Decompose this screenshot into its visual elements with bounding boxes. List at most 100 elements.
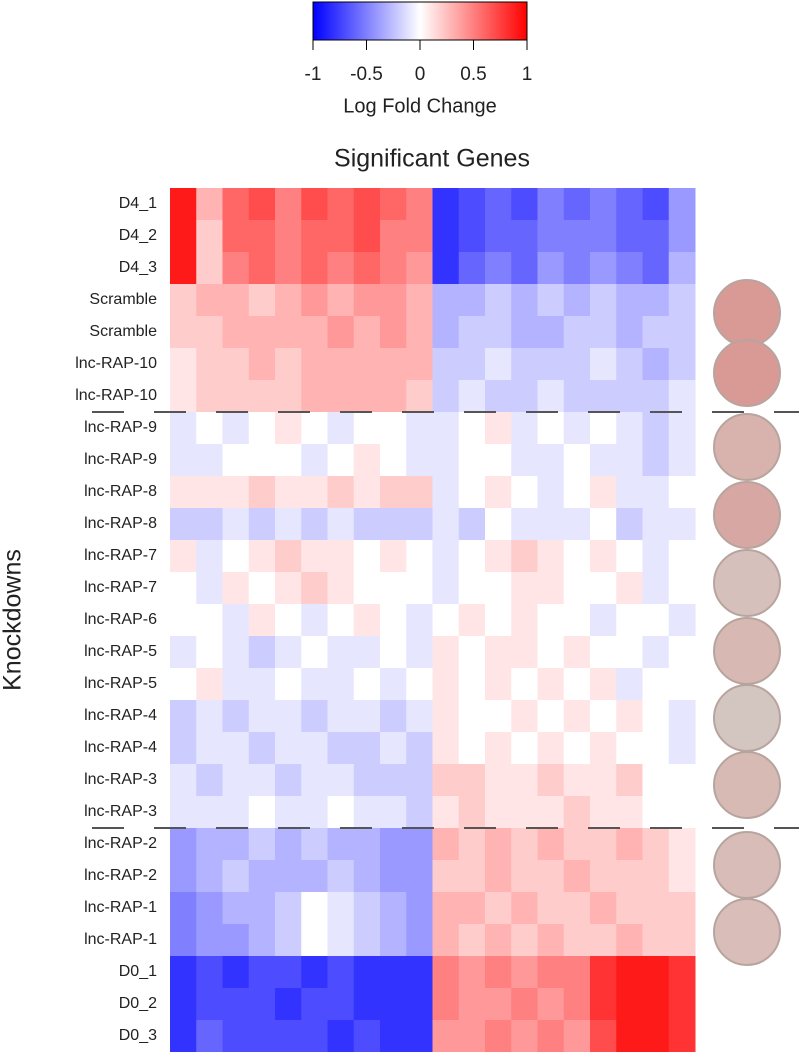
heatmap-cell xyxy=(327,796,355,829)
heatmap-cell xyxy=(275,444,302,477)
heatmap-cell xyxy=(353,604,381,637)
heatmap-cell xyxy=(327,476,355,509)
heatmap-cell xyxy=(196,764,223,797)
heatmap-cell xyxy=(485,732,512,765)
heatmap-cell xyxy=(222,924,250,957)
heatmap-cell xyxy=(642,572,670,605)
heatmap-cell xyxy=(248,700,276,733)
heatmap-cell xyxy=(616,604,643,637)
heatmap-cell xyxy=(563,668,591,701)
heatmap-cell xyxy=(537,1020,565,1052)
heatmap-cell xyxy=(458,476,486,509)
row-label: lnc-RAP-3 xyxy=(84,771,157,788)
heatmap-cell xyxy=(406,476,433,509)
heatmap-cell xyxy=(642,220,670,253)
heatmap-cell xyxy=(563,636,591,669)
heatmap-cell xyxy=(301,988,328,1021)
plate xyxy=(713,413,781,481)
heatmap-cell xyxy=(380,508,407,541)
heatmap-cell xyxy=(642,988,670,1021)
heatmap-cell xyxy=(248,828,276,861)
colorbar xyxy=(312,1,528,41)
heatmap-cell xyxy=(275,252,302,285)
heatmap-cell xyxy=(380,924,407,957)
heatmap-cell xyxy=(668,284,696,317)
heatmap-cell xyxy=(458,220,486,253)
heatmap-cell xyxy=(380,220,407,253)
colorbar-tick-label: 0 xyxy=(415,64,426,85)
heatmap-cell xyxy=(301,956,328,989)
heatmap-cell xyxy=(511,700,538,733)
heatmap-cell xyxy=(537,348,565,381)
heatmap-cell xyxy=(432,924,460,957)
heatmap-cell xyxy=(222,444,250,477)
row-label: lnc-RAP-1 xyxy=(84,931,157,948)
plate xyxy=(713,549,781,617)
heatmap-cell xyxy=(563,316,591,349)
heatmap-cell xyxy=(485,220,512,253)
heatmap-cell xyxy=(406,220,433,253)
heatmap-cell xyxy=(616,860,643,893)
heatmap-cell xyxy=(353,828,381,861)
heatmap-cell xyxy=(353,988,381,1021)
heatmap-cell xyxy=(353,540,381,573)
heatmap-cell xyxy=(511,380,538,413)
heatmap-cell xyxy=(458,444,486,477)
heatmap-cell xyxy=(668,668,696,701)
heatmap-cell xyxy=(301,316,328,349)
heatmap-cell xyxy=(353,700,381,733)
heatmap-cell xyxy=(301,252,328,285)
heatmap-cell xyxy=(301,796,328,829)
heatmap-cell xyxy=(406,796,433,829)
heatmap-cell xyxy=(327,444,355,477)
heatmap-cell xyxy=(275,348,302,381)
row-label: lnc-RAP-10 xyxy=(75,355,157,372)
heatmap-cell xyxy=(327,316,355,349)
heatmap-cell xyxy=(275,188,302,221)
heatmap-cell xyxy=(642,764,670,797)
heatmap-cell xyxy=(380,284,407,317)
heatmap-cell xyxy=(170,412,197,445)
heatmap-cell xyxy=(196,252,223,285)
heatmap-cell xyxy=(327,1020,355,1052)
heatmap-cell xyxy=(485,700,512,733)
heatmap-cell xyxy=(590,604,617,637)
heatmap-cell xyxy=(537,956,565,989)
heatmap-cell xyxy=(668,476,696,509)
heatmap-cell xyxy=(327,860,355,893)
heatmap-cell xyxy=(590,764,617,797)
heatmap-cell xyxy=(511,604,538,637)
heatmap-cell xyxy=(353,860,381,893)
heatmap-cell xyxy=(196,540,223,573)
heatmap-cell xyxy=(432,412,460,445)
heatmap-cell xyxy=(642,604,670,637)
heatmap-cell xyxy=(327,540,355,573)
heatmap-cell xyxy=(485,956,512,989)
heatmap-cell xyxy=(353,348,381,381)
heatmap-cell xyxy=(668,348,696,381)
heatmap-cell xyxy=(563,220,591,253)
heatmap-cell xyxy=(222,508,250,541)
heatmap-cell xyxy=(301,444,328,477)
heatmap-cell xyxy=(616,380,643,413)
heatmap-cell xyxy=(353,188,381,221)
heatmap-cell xyxy=(380,188,407,221)
heatmap-cell xyxy=(668,764,696,797)
heatmap-cell xyxy=(563,380,591,413)
heatmap-cell xyxy=(327,732,355,765)
heatmap-cell xyxy=(511,572,538,605)
heatmap-cell xyxy=(301,380,328,413)
heatmap-cell xyxy=(196,220,223,253)
row-label: lnc-RAP-8 xyxy=(84,515,157,532)
heatmap-cell xyxy=(275,604,302,637)
heatmap-cell xyxy=(563,764,591,797)
heatmap-cell xyxy=(563,828,591,861)
heatmap-cell xyxy=(485,604,512,637)
heatmap-cell xyxy=(406,572,433,605)
heatmap-cell xyxy=(353,764,381,797)
heatmap-cell xyxy=(432,508,460,541)
heatmap-cell xyxy=(327,348,355,381)
heatmap-cell xyxy=(353,732,381,765)
heatmap-cell xyxy=(485,540,512,573)
heatmap-cell xyxy=(511,732,538,765)
